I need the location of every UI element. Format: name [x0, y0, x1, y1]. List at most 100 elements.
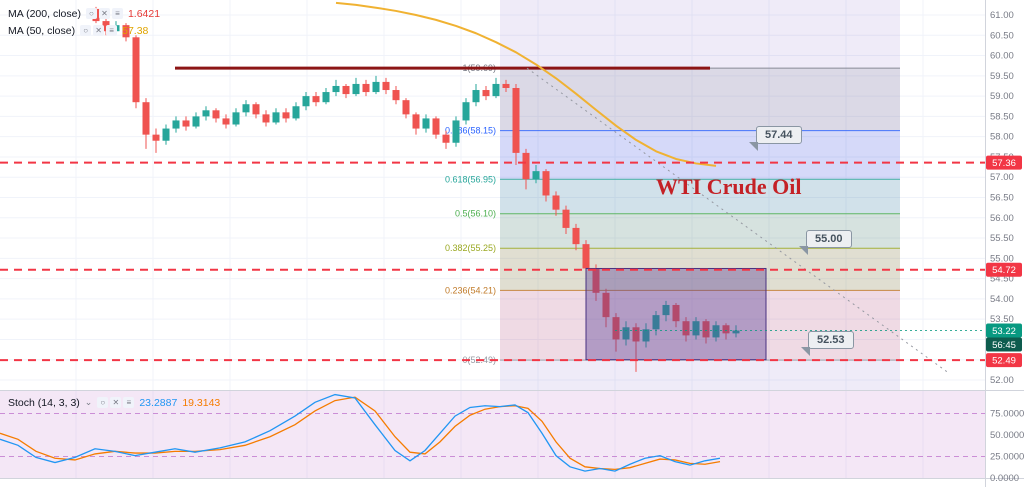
- candle-body: [232, 112, 240, 125]
- more-icon[interactable]: ≡: [106, 25, 118, 36]
- close-icon[interactable]: ✕: [110, 397, 122, 408]
- stoch-tick-label: 25.0000: [990, 452, 1024, 463]
- price-tick-label: 54.00: [990, 294, 1014, 305]
- alert-price-badge: 57.36: [986, 155, 1022, 170]
- price-axis[interactable]: 61.0060.5060.0059.5059.0058.5058.0057.50…: [990, 10, 1024, 484]
- chart-text-annotation[interactable]: WTI Crude Oil: [656, 174, 802, 199]
- chevron-down-icon[interactable]: ⌄: [84, 397, 93, 407]
- stoch-k-value: 23.2887: [139, 396, 178, 409]
- candle-body: [132, 37, 140, 103]
- candle-body: [332, 85, 340, 93]
- price-note-5744[interactable]: 57.44: [749, 126, 802, 151]
- candle-body: [532, 171, 540, 180]
- fib-level-label: 0.382(55.25): [445, 243, 496, 253]
- stoch-legend: Stoch (14, 3, 3) ⌄ ○ ✕ ≡ 23.2887 19.3143: [8, 394, 220, 411]
- candle-body: [262, 114, 270, 123]
- ma200-value: 1.6421: [127, 7, 161, 20]
- last-price-badge-bg: [986, 323, 1022, 338]
- stoch-pane-background: [0, 391, 985, 478]
- fib-band: [500, 179, 900, 214]
- candle-body: [152, 134, 160, 141]
- fib-level-label: 0.236(54.21): [445, 285, 496, 295]
- candle-body: [552, 195, 560, 210]
- price-tick-label: 61.00: [990, 10, 1014, 21]
- candle-body: [602, 292, 610, 318]
- candle-body: [202, 110, 210, 117]
- countdown-badge-text: 56:45: [992, 340, 1016, 351]
- ma50-value: 57.38: [122, 24, 149, 37]
- stoch-d-line: [0, 396, 721, 471]
- candle-body: [372, 81, 380, 93]
- close-icon[interactable]: ✕: [93, 25, 105, 36]
- stoch-legend-row[interactable]: Stoch (14, 3, 3) ⌄ ○ ✕ ≡ 23.2887 19.3143: [8, 394, 220, 411]
- price-note-5253[interactable]: 52.53: [801, 331, 854, 356]
- last-price-badge-text: 53.22: [992, 326, 1016, 337]
- alert-price-badge-text: 54.72: [992, 265, 1016, 276]
- close-icon[interactable]: ✕: [98, 8, 110, 19]
- more-icon[interactable]: ≡: [111, 8, 123, 19]
- candle-body: [472, 90, 480, 103]
- candle-body: [382, 81, 390, 91]
- more-icon[interactable]: ≡: [123, 397, 135, 408]
- ma200-legend-icons: ○ ✕ ≡: [85, 8, 123, 19]
- visibility-icon[interactable]: ○: [85, 8, 97, 19]
- candle-body: [342, 85, 350, 95]
- candle-body: [492, 83, 500, 97]
- candle-body: [522, 152, 530, 180]
- ma200-label: MA (200, close): [8, 7, 81, 20]
- alert-price-badge-bg: [986, 155, 1022, 170]
- visibility-icon[interactable]: ○: [80, 25, 92, 36]
- alert-price-badge: 52.49: [986, 353, 1022, 368]
- candle-body: [122, 25, 130, 38]
- candle-body: [642, 329, 650, 342]
- price-tick-label: 56.00: [990, 213, 1014, 224]
- candle-body: [242, 104, 250, 113]
- candle-body: [652, 315, 660, 330]
- ma200-legend-row[interactable]: MA (200, close) ○ ✕ ≡ 1.6421: [8, 5, 160, 22]
- candle-body: [622, 327, 630, 340]
- candle-body: [222, 118, 230, 125]
- price-tick-label: 60.00: [990, 51, 1014, 62]
- candle-body: [402, 100, 410, 115]
- date-range-highlight[interactable]: [500, 0, 900, 390]
- candle-body: [192, 116, 200, 127]
- candle-body: [412, 114, 420, 129]
- stoch-legend-icons: ○ ✕ ≡: [97, 397, 135, 408]
- price-tick-label: 55.00: [990, 253, 1014, 264]
- consolidation-zone-box[interactable]: [585, 267, 767, 361]
- alert-price-badge-bg: [986, 353, 1022, 368]
- candle-body: [432, 118, 440, 135]
- candle-body: [702, 321, 710, 338]
- price-tick-label: 60.50: [990, 30, 1014, 41]
- candle-body: [482, 90, 490, 97]
- candle-body: [252, 104, 260, 115]
- price-note-5500[interactable]: 55.00: [799, 230, 852, 255]
- ma50-legend-row[interactable]: MA (50, close) ○ ✕ ≡ 57.38: [8, 22, 160, 39]
- stoch-d-value: 19.3143: [182, 396, 221, 409]
- candle-body: [612, 317, 620, 340]
- candle-body: [392, 90, 400, 101]
- candle-body: [512, 88, 520, 153]
- candle-body: [732, 330, 740, 334]
- price-note-text: 57.44: [765, 129, 793, 141]
- visibility-icon[interactable]: ○: [97, 397, 109, 408]
- price-tick-label: 57.00: [990, 172, 1014, 183]
- candle-body: [362, 83, 370, 93]
- candle-body: [182, 120, 190, 127]
- price-tick-label: 58.50: [990, 111, 1014, 122]
- alert-price-badge-text: 57.36: [992, 158, 1016, 169]
- countdown-badge: 56:45: [986, 337, 1022, 352]
- ma50-line[interactable]: [335, 1, 717, 167]
- fib-level-label: 0.618(56.95): [445, 174, 496, 184]
- candle-body: [692, 321, 700, 336]
- price-tick-label: 58.00: [990, 132, 1014, 143]
- time-axis[interactable]: [0, 478, 1024, 487]
- candle-body: [542, 171, 550, 196]
- ma50-legend-icons: ○ ✕ ≡: [80, 25, 118, 36]
- ma50-label: MA (50, close): [8, 24, 76, 37]
- candlestick-series: [92, 6, 740, 372]
- candle-body: [212, 110, 220, 119]
- candle-body: [322, 92, 330, 103]
